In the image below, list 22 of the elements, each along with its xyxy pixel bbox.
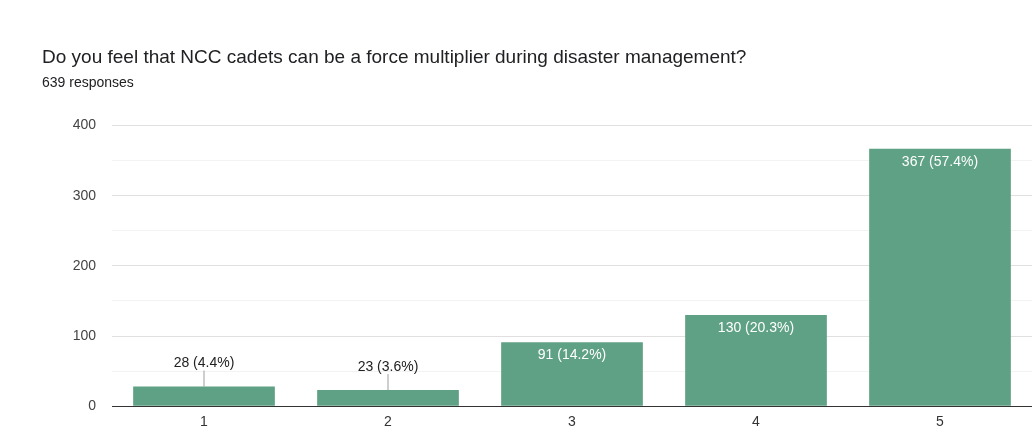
y-tick-label: 300	[72, 186, 97, 203]
bar	[869, 148, 1011, 406]
x-tick-label: 5	[936, 413, 945, 430]
data-label: 23 (3.6%)	[357, 357, 419, 374]
bar	[501, 342, 643, 406]
chart-subtitle: 639 responses	[42, 74, 134, 91]
bar	[133, 386, 275, 406]
bar	[685, 315, 827, 406]
data-label: 130 (20.3%)	[717, 318, 795, 335]
data-label: 367 (57.4%)	[901, 152, 979, 169]
x-tick-label: 1	[200, 413, 209, 430]
x-tick-label: 3	[568, 413, 577, 430]
y-tick-label: 100	[72, 326, 97, 343]
x-tick-label: 4	[752, 413, 761, 430]
bar	[317, 390, 459, 406]
y-tick-label: 200	[72, 256, 97, 273]
data-label: 28 (4.4%)	[173, 354, 235, 371]
y-tick-label: 0	[88, 397, 97, 414]
data-label: 91 (14.2%)	[537, 346, 607, 363]
y-tick-label: 400	[72, 116, 97, 133]
chart-title: Do you feel that NCC cadets can be a force multiplier during disaster management?	[42, 45, 747, 67]
x-tick-label: 2	[384, 413, 393, 430]
